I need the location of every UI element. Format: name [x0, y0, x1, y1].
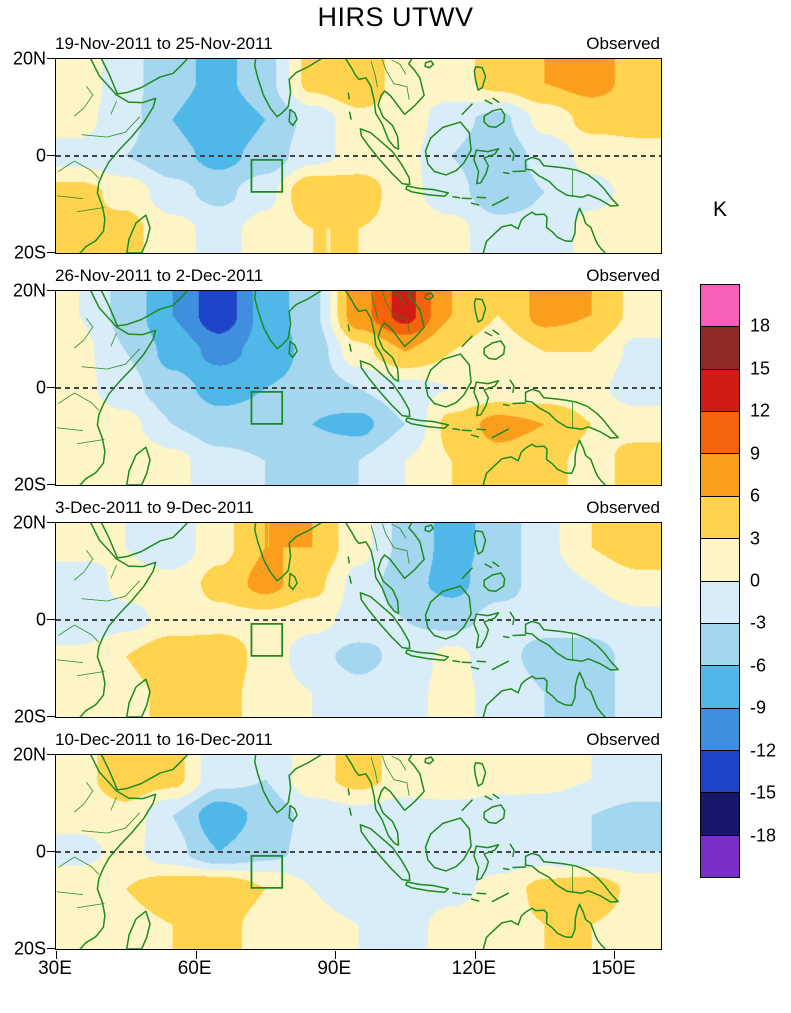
panel-4-source-label: Observed [586, 730, 660, 749]
lon-label-150e: 150E [591, 958, 636, 979]
colorbar-tick-label: -15 [750, 782, 777, 803]
panel-3-header: 3-Dec-2011 to 9-Dec-2011 Observed [55, 498, 660, 518]
colorbar [700, 284, 740, 879]
colorbar-tick-label: 9 [750, 443, 761, 464]
y-axis-tick [47, 851, 55, 852]
colorbar-tick-label: 0 [750, 570, 761, 591]
lon-label-60e: 60E [177, 958, 212, 979]
colorbar-tick-label: -3 [750, 612, 767, 633]
y-axis-tick [47, 948, 55, 949]
colorbar-cell [700, 834, 740, 879]
y-axis-tick [47, 522, 55, 523]
colorbar-cell [700, 749, 740, 794]
panel-4-coastline-overlay [56, 755, 661, 949]
x-axis-tick [195, 950, 197, 959]
figure-title: HIRS UTWV [317, 2, 474, 32]
equator-line [56, 155, 661, 157]
colorbar-tick-label: 3 [750, 528, 761, 549]
colorbar-cell [700, 707, 740, 751]
lon-label-90e: 90E [317, 958, 352, 979]
panel-3-coastline-overlay [56, 523, 661, 717]
panel-1-source-label: Observed [586, 34, 660, 53]
colorbar-tick-label: -6 [750, 655, 767, 676]
lat-label-0: 0 [35, 841, 46, 862]
panel-4-map: 20N 0 20S [13, 745, 662, 959]
colorbar-tick-label: 18 [750, 315, 771, 336]
lat-label-20n: 20N [12, 48, 46, 69]
panel-4-header: 10-Dec-2011 to 16-Dec-2011 Observed [55, 730, 660, 750]
lat-label-20n: 20N [12, 280, 46, 301]
colorbar-unit-label: K [712, 198, 727, 221]
y-axis-tick [47, 252, 55, 253]
panel-4-date-range: 10-Dec-2011 to 16-Dec-2011 [55, 730, 273, 749]
colorbar-cell [700, 326, 740, 370]
lon-label-30e: 30E [38, 958, 72, 979]
colorbar-cell [700, 495, 740, 540]
study-region-box [251, 392, 282, 424]
colorbar-cell [700, 792, 740, 836]
study-region-box [251, 624, 282, 656]
panel-1-header: 19-Nov-2011 to 25-Nov-2011 Observed [55, 34, 660, 54]
x-axis-tick [56, 950, 57, 959]
panel-2-coastline-overlay [56, 291, 661, 485]
equator-line [56, 851, 661, 853]
lat-label-20n: 20N [12, 744, 46, 765]
lat-label-0: 0 [35, 609, 46, 630]
y-axis-tick [47, 716, 55, 717]
panel-3-source-label: Observed [586, 498, 660, 517]
colorbar-tick-label: -12 [750, 740, 777, 761]
colorbar-tick-label: 15 [750, 358, 771, 379]
study-region-box [251, 856, 282, 888]
colorbar-cell [700, 538, 740, 582]
lat-label-20s: 20S [13, 474, 46, 495]
lat-label-20s: 20S [13, 242, 46, 263]
colorbar-cell [700, 622, 740, 667]
x-axis: 30E 60E 90E 120E 150E [38, 958, 660, 984]
colorbar-cell [700, 453, 740, 497]
y-axis-tick [47, 387, 55, 388]
x-axis-tick [474, 950, 476, 959]
panel-2-map: 20N 0 20S [13, 281, 662, 495]
lat-label-20s: 20S [13, 706, 46, 727]
lat-label-20n: 20N [12, 512, 46, 533]
study-region-box [251, 160, 282, 192]
colorbar-tick-label: 12 [750, 400, 771, 421]
y-axis-tick [47, 290, 55, 291]
lat-label-0: 0 [35, 145, 46, 166]
y-axis-tick [47, 619, 55, 620]
colorbar-tick-label: 6 [750, 485, 761, 506]
colorbar-cell [700, 411, 740, 455]
x-axis-tick [335, 950, 337, 959]
panel-1-date-range: 19-Nov-2011 to 25-Nov-2011 [55, 34, 273, 53]
x-axis-tick [614, 950, 616, 959]
panel-2-header: 26-Nov-2011 to 2-Dec-2011 Observed [55, 266, 660, 286]
panel-2-source-label: Observed [586, 266, 660, 285]
colorbar-cell [700, 368, 740, 413]
equator-line [56, 387, 661, 389]
panel-3-date-range: 3-Dec-2011 to 9-Dec-2011 [55, 498, 254, 517]
panel-1-map: 20N 0 20S [13, 49, 662, 263]
panel-1-coastline-overlay [56, 59, 661, 253]
panel-2-date-range: 26-Nov-2011 to 2-Dec-2011 [55, 266, 264, 285]
colorbar-cell [700, 284, 740, 328]
y-axis-tick [47, 754, 55, 755]
equator-line [56, 619, 661, 621]
colorbar-labels: 18 15 12 9 6 3 0 -3 -6 -9 -12 -15 -18 [750, 284, 791, 878]
y-axis-tick [47, 484, 55, 485]
lat-label-20s: 20S [13, 938, 46, 959]
y-axis-tick [47, 155, 55, 156]
colorbar-cell [700, 665, 740, 709]
colorbar-tick-label: -9 [750, 697, 767, 718]
colorbar-cell [700, 580, 740, 624]
lon-label-120e: 120E [451, 958, 497, 979]
y-axis-tick [47, 58, 55, 59]
panel-3-map: 20N 0 20S [13, 513, 662, 727]
lat-label-0: 0 [35, 377, 46, 398]
colorbar-tick-label: -18 [750, 825, 777, 846]
